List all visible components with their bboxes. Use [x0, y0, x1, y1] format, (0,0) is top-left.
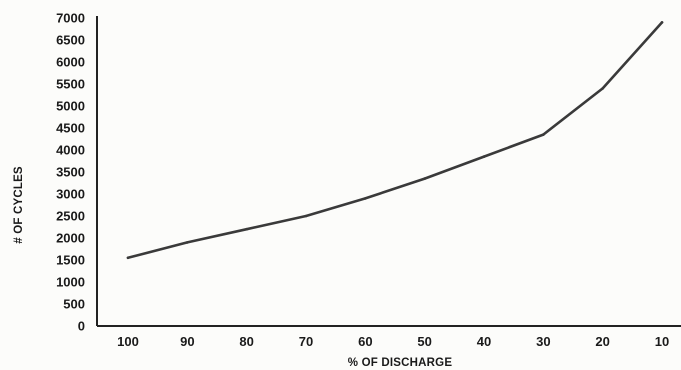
x-tick-labels: 100 90 80 70 60 50 40 30 20 10 [117, 334, 669, 349]
data-point [482, 155, 486, 158]
y-tick-labels: 0 500 1000 1500 2000 2500 3000 3500 4000 4500 5000… [56, 11, 85, 334]
x-tick-label: 80 [239, 334, 253, 349]
data-point [542, 133, 545, 136]
series-layer [126, 21, 664, 260]
x-tick-label: 40 [477, 334, 491, 349]
x-tick-label: 10 [655, 334, 669, 349]
y-tick-label: 1000 [56, 275, 85, 290]
y-tick-label: 4500 [56, 121, 85, 136]
data-point [304, 214, 308, 218]
data-point [660, 21, 664, 24]
series-line [126, 21, 664, 260]
x-tick-label: 50 [417, 334, 431, 349]
x-tick-label: 70 [299, 334, 313, 349]
y-tick-label: 5000 [56, 99, 85, 114]
y-tick-label: 6500 [56, 33, 85, 48]
y-tick-label: 3000 [56, 187, 85, 202]
x-axis-title: % OF DISCHARGE [348, 357, 453, 369]
x-tick-label: 60 [358, 334, 372, 349]
y-tick-label: 7000 [56, 11, 85, 26]
x-tick-label: 20 [595, 334, 609, 349]
y-tick-label: 0 [78, 319, 85, 334]
y-tick-label: 6000 [56, 55, 85, 70]
y-tick-label: 500 [63, 297, 85, 312]
y-tick-label: 2500 [56, 209, 85, 224]
data-point [245, 227, 248, 231]
data-point [423, 177, 426, 180]
y-tick-label: 4000 [56, 143, 85, 158]
y-tick-label: 1500 [56, 253, 85, 268]
data-point [601, 87, 604, 90]
x-tick-label: 100 [117, 334, 139, 349]
x-tick-label: 90 [180, 334, 194, 349]
y-axis-title: # OF CYCLES [13, 166, 25, 244]
y-tick-label: 3500 [56, 165, 85, 180]
data-point [364, 197, 367, 200]
y-tick-label: 2000 [56, 231, 85, 246]
x-tick-label: 30 [536, 334, 550, 349]
data-point [186, 241, 189, 244]
data-point [126, 256, 130, 260]
y-tick-label: 5500 [56, 77, 85, 92]
